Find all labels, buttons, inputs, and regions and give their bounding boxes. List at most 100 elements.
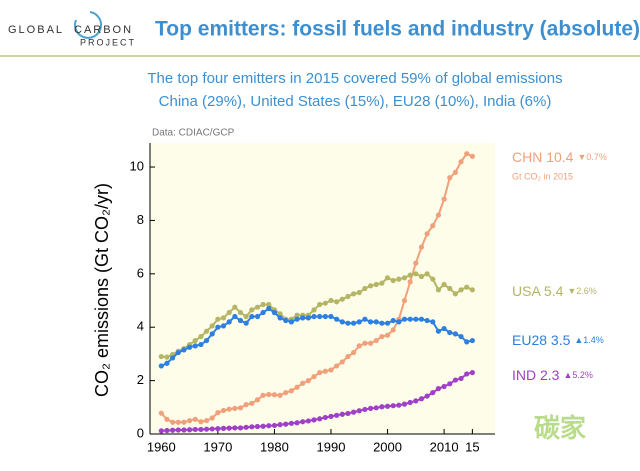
data-point <box>175 419 181 425</box>
data-point <box>283 317 289 324</box>
data-point <box>328 367 334 373</box>
data-point <box>407 272 413 278</box>
data-point <box>215 324 221 330</box>
data-point <box>260 423 266 429</box>
data-point <box>181 419 187 425</box>
data-point <box>203 418 210 424</box>
data-point <box>435 386 442 392</box>
data-point <box>447 381 453 387</box>
data-point <box>288 388 294 394</box>
subtitle: The top four emitters in 2015 covered 59… <box>147 70 562 87</box>
data-point <box>226 406 232 412</box>
data-point <box>334 363 340 369</box>
data-point <box>413 398 419 404</box>
y-axis-label: CO₂ emissions (Gt CO₂/yr) <box>92 183 112 397</box>
data-point <box>362 285 368 292</box>
data-point <box>271 392 278 398</box>
data-point <box>345 410 351 417</box>
data-point <box>373 319 379 325</box>
x-tick-label: 1990 <box>317 439 346 454</box>
data-point <box>254 313 261 320</box>
data-point <box>203 426 210 432</box>
data-point <box>203 337 210 344</box>
data-point <box>220 323 227 329</box>
data-point <box>328 413 334 419</box>
data-point <box>441 281 447 288</box>
data-point <box>266 423 272 429</box>
data-point <box>283 390 289 396</box>
data-point <box>158 410 164 416</box>
data-point <box>266 305 272 312</box>
data-point <box>328 313 334 320</box>
series-label-change: ▲1.4% <box>574 335 603 345</box>
data-point <box>317 313 323 320</box>
data-point <box>317 416 323 422</box>
data-point <box>249 424 255 430</box>
data-point <box>260 392 266 398</box>
data-point <box>322 368 328 374</box>
data-point <box>452 377 459 383</box>
data-point <box>215 410 221 416</box>
data-point <box>384 332 391 338</box>
data-point <box>186 427 193 433</box>
data-point <box>464 371 470 377</box>
data-point <box>356 408 362 414</box>
data-point <box>271 422 278 429</box>
data-point <box>164 360 170 366</box>
data-point <box>311 313 317 320</box>
data-point <box>277 311 283 317</box>
data-point <box>351 409 357 415</box>
data-point <box>447 285 453 292</box>
data-point <box>384 320 391 326</box>
data-point <box>249 313 255 320</box>
data-point <box>198 426 204 433</box>
x-tick-label: 1980 <box>260 439 289 454</box>
data-point <box>266 391 272 398</box>
data-point <box>220 315 227 321</box>
data-point <box>294 384 300 390</box>
y-tick-label: 4 <box>137 319 144 334</box>
series-label: IND 2.3 ▲5.2% <box>512 367 593 383</box>
data-point <box>401 297 408 304</box>
data-point <box>390 317 396 324</box>
data-point <box>469 369 475 376</box>
data-point <box>396 276 402 282</box>
data-point <box>300 419 306 425</box>
x-tick-label: 1970 <box>203 439 232 454</box>
data-point <box>469 337 475 344</box>
data-point <box>362 316 368 322</box>
data-point <box>322 414 328 421</box>
data-point <box>413 271 419 277</box>
data-point <box>407 279 413 285</box>
data-point <box>294 316 300 322</box>
series-label-change: ▼0.7% <box>577 152 606 162</box>
data-point <box>271 309 278 316</box>
data-point <box>418 316 425 322</box>
series-label: USA 5.4 ▼2.6% <box>512 283 597 299</box>
data-point <box>345 320 351 326</box>
series-label: EU28 3.5 ▲1.4% <box>512 332 604 348</box>
data-point <box>215 426 221 432</box>
data-point <box>266 301 272 308</box>
series-label-change: ▼2.6% <box>567 286 596 296</box>
data-point <box>373 281 379 288</box>
data-point <box>418 273 425 280</box>
data-point <box>373 405 379 411</box>
source: Data: CDIAC/GCP <box>152 128 235 139</box>
data-point <box>288 319 294 325</box>
logo-arc <box>74 11 103 39</box>
data-point <box>317 301 323 308</box>
data-point <box>435 328 442 334</box>
data-point <box>351 349 357 356</box>
data-point <box>396 319 402 325</box>
data-point <box>237 309 244 316</box>
series-label-value: EU28 3.5 <box>512 332 571 348</box>
data-point <box>283 421 289 427</box>
data-point <box>170 355 176 361</box>
data-point <box>243 313 249 320</box>
data-point <box>305 378 311 384</box>
data-point <box>220 407 227 414</box>
data-point <box>379 333 385 340</box>
data-point <box>424 271 430 277</box>
data-point <box>254 423 261 430</box>
